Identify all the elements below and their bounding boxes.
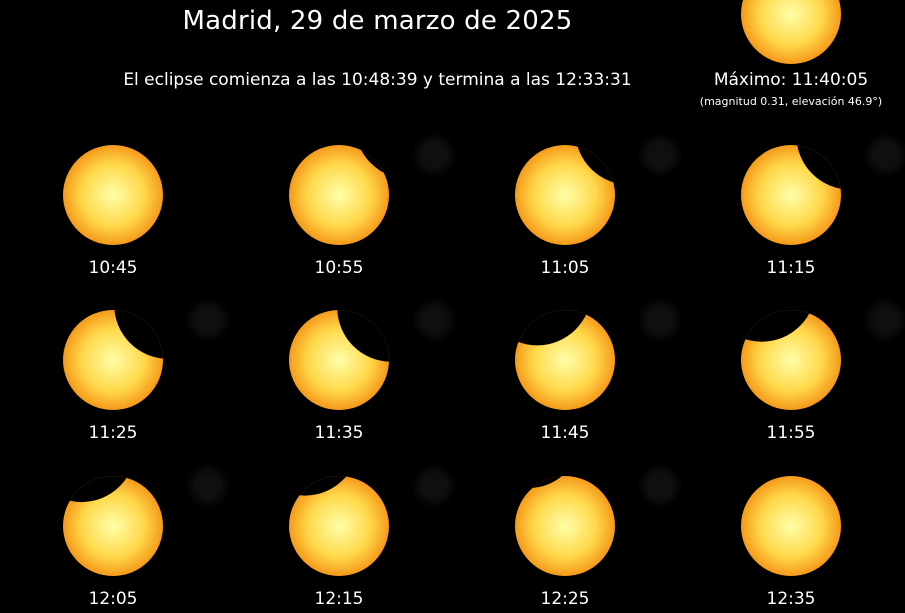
moon-haze	[642, 468, 678, 504]
maximum-time: Máximo: 11:40:05	[713, 70, 869, 90]
moon-disc	[741, 310, 816, 342]
moon-disc	[337, 310, 389, 362]
maximum-sun	[741, 0, 841, 64]
eclipse-phase	[741, 302, 904, 410]
sun-disc	[741, 0, 841, 64]
maximum-detail: (magnitud 0.31, elevación 46.9°)	[699, 95, 883, 108]
eclipse-phase	[289, 302, 452, 410]
phase-time-label: 10:45	[88, 258, 138, 278]
sun-disc	[289, 145, 389, 245]
moon-haze	[642, 137, 678, 173]
sun-disc	[741, 476, 841, 576]
sun-disc	[289, 476, 389, 576]
moon-haze	[416, 468, 452, 504]
eclipse-timespan: El eclipse comienza a las 10:48:39 y ter…	[123, 70, 632, 90]
eclipse-phase	[289, 137, 452, 245]
sun-disc	[63, 145, 163, 245]
eclipse-phase	[741, 137, 904, 245]
moon-haze	[868, 137, 904, 173]
moon-disc	[114, 310, 163, 359]
phase-time-label: 10:55	[314, 258, 364, 278]
moon-disc	[796, 145, 841, 190]
eclipse-phase	[515, 468, 678, 576]
moon-haze	[190, 302, 226, 338]
moon-haze	[416, 302, 452, 338]
sun-disc	[515, 476, 615, 576]
page-title: Madrid, 29 de marzo de 2025	[182, 6, 573, 36]
phase-time-label: 11:45	[540, 423, 590, 443]
phase-time-label: 11:55	[766, 423, 816, 443]
phase-time-label: 12:35	[766, 589, 816, 609]
moon-disc	[515, 310, 592, 346]
moon-haze	[190, 468, 226, 504]
eclipse-phase	[63, 468, 226, 576]
moon-disc	[63, 476, 136, 503]
moon-haze	[868, 302, 904, 338]
phase-time-label: 12:15	[314, 589, 364, 609]
phase-time-label: 11:35	[314, 423, 364, 443]
phase-time-label: 12:25	[540, 589, 590, 609]
sun-disc	[515, 145, 615, 245]
eclipse-phase	[63, 145, 163, 245]
moon-haze	[642, 302, 678, 338]
moon-haze	[416, 137, 452, 173]
phase-time-label: 11:15	[766, 258, 816, 278]
eclipse-phase	[515, 302, 678, 410]
eclipse-phase	[741, 476, 841, 576]
eclipse-phase	[289, 468, 452, 576]
phase-time-label: 11:05	[540, 258, 590, 278]
eclipse-phase	[63, 302, 226, 410]
phase-time-label: 12:05	[88, 589, 138, 609]
eclipse-phase	[515, 137, 678, 245]
phase-time-label: 11:25	[88, 423, 138, 443]
